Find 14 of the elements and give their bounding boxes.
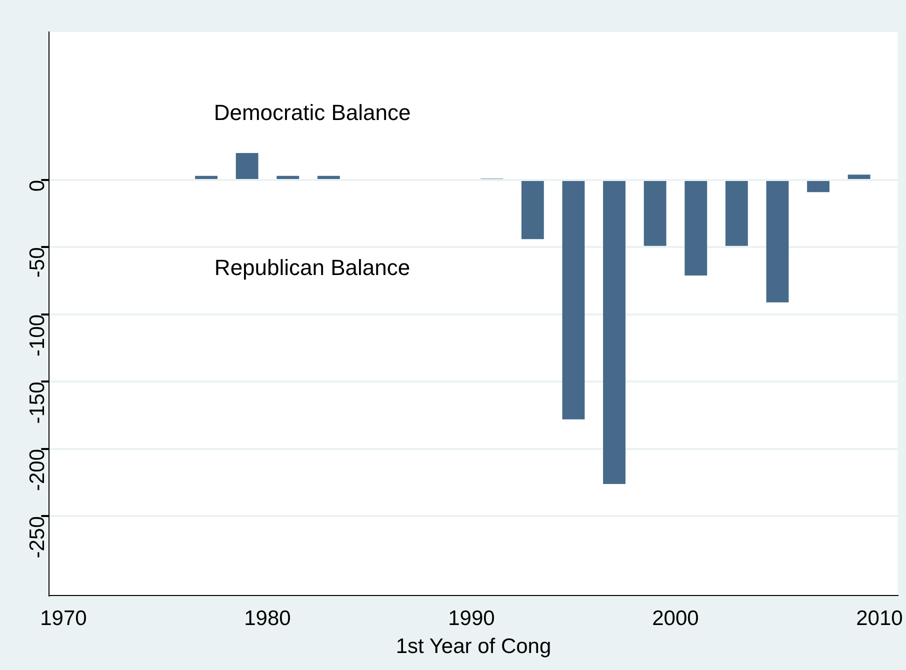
- y-tick-label: -50: [26, 247, 49, 278]
- x-tick-label: 1970: [40, 606, 87, 630]
- x-tick-label: 2010: [856, 606, 903, 630]
- x-tick-label: 1990: [448, 606, 495, 630]
- y-tick-label: -250: [26, 516, 49, 558]
- y-tick-label: -200: [26, 448, 49, 492]
- annotation: Republican Balance: [214, 254, 410, 280]
- y-tick-label: 0: [26, 180, 49, 192]
- y-tick-label: -150: [26, 382, 49, 424]
- x-tick-label: 1980: [244, 606, 291, 630]
- x-axis-title: 1st Year of Cong: [396, 635, 552, 658]
- annotation: Democratic Balance: [214, 100, 411, 125]
- y-tick-label: -100: [26, 314, 49, 357]
- x-tick-label: 2000: [652, 606, 699, 630]
